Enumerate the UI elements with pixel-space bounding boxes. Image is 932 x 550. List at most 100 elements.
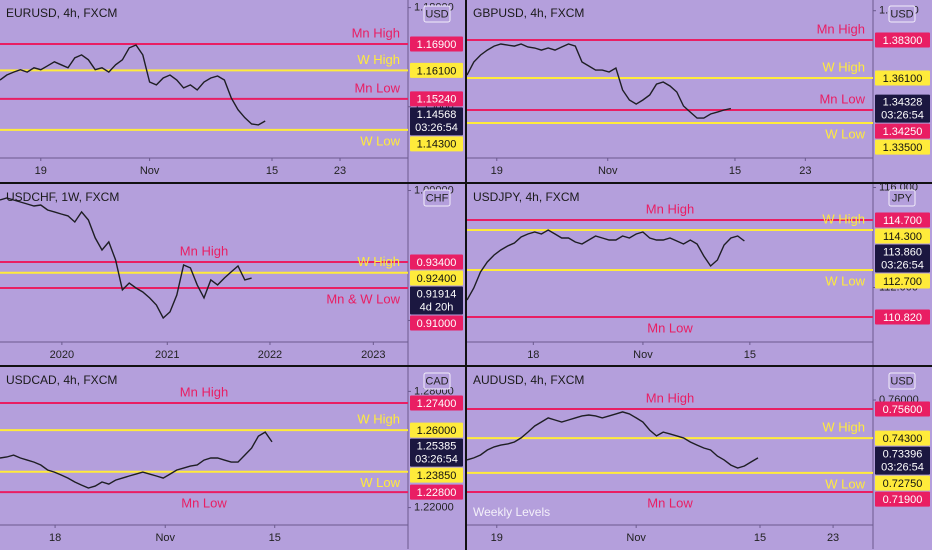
currency: CAD (425, 375, 448, 387)
last-price: 0.73396 (883, 449, 923, 461)
level-price-box (410, 91, 463, 107)
last-price-box (875, 94, 930, 123)
countdown: 4d 20h (420, 301, 454, 313)
level-price-box (875, 123, 930, 139)
countdown: 03:26:54 (881, 462, 924, 474)
x-tick-label: 19 (491, 165, 503, 177)
level-label: W High (822, 211, 865, 226)
level-label: W High (822, 420, 865, 435)
last-price-box (410, 438, 463, 467)
x-tick-label: 2022 (258, 349, 282, 361)
level-price-box (875, 491, 930, 507)
price-line (467, 43, 732, 119)
level-price: 1.22800 (417, 487, 457, 499)
level-label: W Low (360, 475, 400, 490)
price-line (0, 197, 252, 320)
level-price-box (875, 70, 930, 86)
level-label: W High (822, 59, 865, 74)
level-price: 1.15240 (417, 94, 457, 106)
level-price-box (410, 136, 463, 152)
level-price-box (875, 228, 930, 244)
last-price: 1.14568 (417, 109, 457, 121)
currency-box (423, 372, 451, 390)
divider (465, 0, 467, 550)
countdown: 03:26:54 (415, 454, 458, 466)
level-price: 0.93400 (417, 257, 457, 269)
level-price-box (410, 422, 463, 438)
level-label: Mn Low (647, 320, 693, 335)
currency: USD (890, 375, 913, 387)
currency-box (423, 5, 451, 23)
price-line (467, 411, 759, 469)
chart-title: EURUSD, 4h, FXCM (6, 6, 117, 20)
x-tick-label: 23 (334, 165, 346, 177)
currency: USD (425, 8, 448, 20)
level-price-box (875, 430, 930, 446)
price-line (467, 229, 745, 301)
level-label: Mn High (180, 384, 228, 399)
countdown: 03:26:54 (881, 259, 924, 271)
last-price-box (410, 107, 463, 136)
level-price-box (875, 401, 930, 417)
level-price: 112.700 (883, 276, 922, 288)
last-price-box (875, 446, 930, 475)
x-tick-label: 15 (266, 165, 278, 177)
level-price: 1.27400 (417, 398, 457, 410)
level-label: Mn & W Low (326, 291, 400, 306)
currency: USD (890, 8, 913, 20)
level-price: 1.34250 (883, 126, 923, 138)
level-label: W Low (825, 126, 865, 141)
x-tick-label: 19 (491, 532, 503, 544)
x-tick-label: 23 (799, 165, 811, 177)
level-price: 1.16900 (417, 39, 457, 51)
level-price-box (875, 212, 930, 228)
level-price-box (875, 309, 930, 325)
level-price-box (410, 467, 463, 483)
level-price-box (875, 139, 930, 155)
level-price: 0.91000 (417, 318, 457, 330)
last-price: 1.34328 (883, 97, 923, 109)
level-label: W High (357, 254, 400, 269)
x-tick-label: 2021 (155, 349, 179, 361)
annotation: Weekly Levels (473, 505, 550, 519)
countdown: 03:26:54 (415, 122, 458, 134)
last-price-box (410, 286, 463, 315)
last-price: 1.25385 (417, 441, 457, 453)
level-price: 1.16100 (417, 65, 457, 77)
level-price: 110.820 (883, 312, 922, 324)
x-tick-label: 18 (527, 349, 539, 361)
level-price: 114.300 (883, 231, 922, 243)
level-price: 0.74300 (883, 433, 923, 445)
currency: JPY (892, 192, 913, 204)
level-price: 0.71900 (883, 494, 923, 506)
level-price-box (410, 270, 463, 286)
level-price: 0.92400 (417, 273, 457, 285)
level-price: 114.700 (883, 215, 922, 227)
countdown: 03:26:54 (881, 110, 924, 122)
price-line (0, 431, 273, 489)
level-price-box (875, 475, 930, 491)
level-label: Mn High (352, 25, 400, 40)
level-label: W High (357, 412, 400, 427)
x-tick-label: 15 (269, 532, 281, 544)
x-tick-label: 19 (35, 165, 47, 177)
level-price: 1.38300 (883, 35, 923, 47)
x-tick-label: 15 (744, 349, 756, 361)
divider (0, 182, 932, 184)
level-price-box (875, 32, 930, 48)
level-label: Mn High (180, 243, 228, 258)
last-price: 113.860 (883, 246, 922, 258)
level-price-box (410, 254, 463, 270)
chart-title: GBPUSD, 4h, FXCM (473, 6, 584, 20)
chart-title: USDCHF, 1W, FXCM (6, 190, 119, 204)
currency-box (888, 5, 916, 23)
level-price-box (410, 36, 463, 52)
level-price-box (410, 315, 463, 331)
x-tick-label: Nov (626, 532, 646, 544)
level-label: Mn Low (354, 80, 400, 95)
level-label: Mn High (817, 21, 865, 36)
level-price: 1.26000 (417, 425, 457, 437)
divider (0, 365, 932, 367)
level-label: Mn Low (647, 495, 693, 510)
